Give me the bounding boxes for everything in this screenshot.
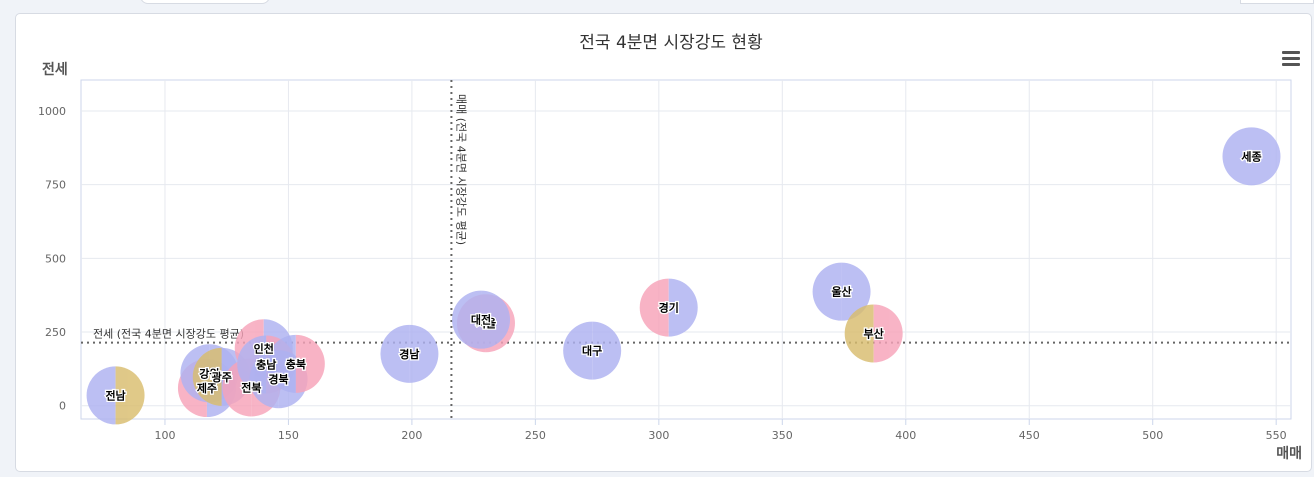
- bubble-right-half: [873, 304, 903, 363]
- bubble-label: 전북: [241, 380, 261, 394]
- bubble-label: 경남: [399, 347, 419, 361]
- x-tick-label: 450: [1019, 429, 1040, 442]
- top-toolbar-fragment: [140, 0, 270, 4]
- bubble-left-half: [812, 262, 842, 321]
- top-toolbar-fragment-right: [1240, 0, 1314, 4]
- bubble-전남[interactable]: [86, 366, 145, 425]
- bubble-right-half: [592, 321, 622, 380]
- hamburger-menu-icon: [1282, 51, 1300, 54]
- x-tick-label: 200: [401, 429, 422, 442]
- bubble-세종[interactable]: [1222, 127, 1281, 186]
- bubble-right-half: [1251, 127, 1281, 186]
- x-tick-label: 100: [154, 429, 175, 442]
- y-tick-label: 250: [45, 326, 66, 339]
- bubble-layer[interactable]: [86, 127, 1281, 425]
- bubble-경남[interactable]: [380, 324, 439, 383]
- chart-menu-button[interactable]: [1278, 48, 1304, 72]
- bubble-label: 대구: [582, 344, 602, 358]
- bubble-경기[interactable]: [639, 278, 698, 337]
- bubble-울산[interactable]: [812, 262, 871, 321]
- plot-border: [80, 79, 1292, 420]
- bubble-label: 제주: [197, 381, 217, 395]
- bubble-label: 서울: [476, 316, 496, 330]
- bubble-대전[interactable]: [452, 290, 511, 349]
- chart-title: 전국 4분면 시장강도 현황: [579, 33, 762, 53]
- bubble-label: 부산: [864, 327, 884, 341]
- chart-card: 100 150 200 250 300 350 400 450 500 550 0 250 500 750…: [15, 13, 1312, 472]
- bubble-부산[interactable]: [844, 304, 903, 363]
- bubble-left-half: [1222, 127, 1252, 186]
- y-tick-label: 750: [45, 179, 66, 192]
- bubble-label: 경기: [659, 301, 679, 315]
- x-tick-label: 400: [895, 429, 916, 442]
- x-reference-label: 매매 (전국 4분면 시장강도 평균): [454, 94, 467, 245]
- bubble-충북[interactable]: [266, 334, 325, 393]
- y-tick-label: 1000: [38, 105, 66, 118]
- bubble-left-half: [192, 347, 222, 406]
- bubble-label: 강원: [199, 366, 219, 380]
- y-axis-title: 전세: [42, 61, 68, 78]
- x-tick-label: 250: [525, 429, 546, 442]
- bubble-chart: 100 150 200 250 300 350 400 450 500 550 0 250 500 750…: [38, 33, 1302, 462]
- bubble-right-half: [668, 278, 698, 337]
- x-axis-title: 매매: [1276, 446, 1302, 462]
- x-tick-label: 500: [1142, 429, 1163, 442]
- bubble-label: 울산: [831, 285, 851, 299]
- bubble-label: 전남: [105, 388, 125, 402]
- bubble-left-half: [380, 324, 410, 383]
- bubble-left-half: [639, 278, 669, 337]
- bubble-left-half: [452, 290, 482, 349]
- bubble-label: 대전: [471, 313, 491, 327]
- x-tick-label: 550: [1266, 429, 1287, 442]
- bubble-right-half: [841, 262, 871, 321]
- bubble-right-half: [115, 366, 145, 425]
- hamburger-menu-icon-bar: [1282, 63, 1300, 66]
- y-reference-label: 전세 (전국 4분면 시장강도 평균): [93, 328, 244, 341]
- grid-layer: 100 150 200 250 300 350 400 450 500 550 0 250 500 750…: [38, 79, 1292, 442]
- bubble-label: 충남: [256, 357, 276, 371]
- reference-lines: 매매 (전국 4분면 시장강도 평균) 전세 (전국 4분면 시장강도 평균): [81, 80, 1291, 419]
- hamburger-menu-icon-bar: [1282, 57, 1300, 60]
- bubble-right-half: [481, 290, 511, 349]
- bubble-label: 세종: [1241, 149, 1261, 163]
- bubble-label: 광주: [212, 371, 232, 384]
- bubble-left-half: [563, 321, 593, 380]
- x-tick-label: 150: [278, 429, 299, 442]
- bubble-left-half: [844, 304, 874, 363]
- bubble-right-half: [295, 334, 325, 393]
- bubble-label: 인천: [254, 341, 274, 355]
- bubble-label: 경북: [268, 372, 288, 386]
- y-tick-label: 0: [59, 400, 66, 413]
- bubble-right-half: [409, 324, 439, 383]
- x-tick-label: 300: [648, 429, 669, 442]
- bubble-대구[interactable]: [563, 321, 622, 380]
- x-tick-label: 350: [772, 429, 793, 442]
- bubble-label: 충북: [286, 357, 306, 371]
- y-tick-label: 500: [45, 252, 66, 265]
- bubble-left-half: [266, 334, 296, 393]
- bubble-left-half: [86, 366, 116, 425]
